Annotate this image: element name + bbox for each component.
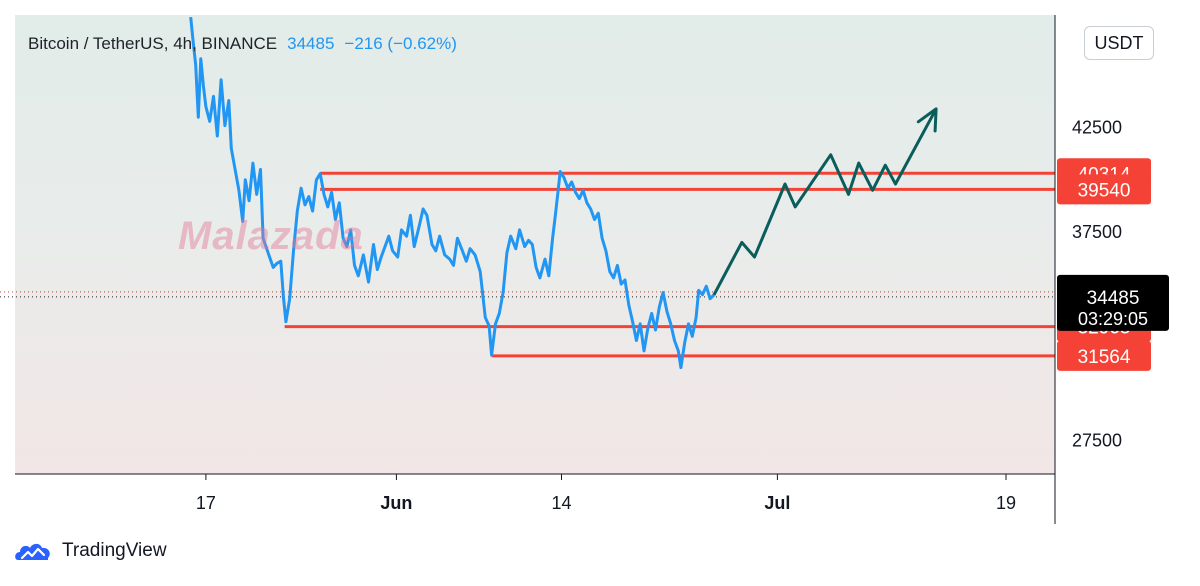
price-series: [189, 16, 715, 370]
price-line[interactable]: [189, 16, 715, 370]
plot-background: [15, 15, 1055, 474]
y-tick-label: 37500: [1072, 222, 1122, 242]
projection-arrow-head: [916, 107, 938, 133]
y-tick-label: 27500: [1072, 431, 1122, 451]
support-resistance-levels: [284, 171, 1055, 358]
currency-button[interactable]: USDT: [1084, 26, 1154, 60]
time-axis: 17 Jun 14 Jul 19: [196, 493, 1016, 513]
x-tick-label: Jul: [764, 493, 790, 513]
tradingview-wordmark: TradingView: [62, 540, 167, 561]
y-tick-label: 42500: [1072, 118, 1122, 138]
watermark-text: Malazada: [178, 214, 364, 258]
x-tick-label: 19: [996, 493, 1016, 513]
tradingview-logo[interactable]: TradingView: [14, 538, 167, 564]
level-badge: [1057, 340, 1151, 371]
projection-path: [712, 107, 938, 296]
symbol-title[interactable]: Bitcoin / TetherUS, 4h, BINANCE: [28, 34, 278, 53]
x-tick-label: 17: [196, 493, 216, 513]
level-badge-label: 39540: [1078, 180, 1131, 201]
last-price: 34485: [287, 34, 335, 53]
x-tick-label: 14: [551, 493, 571, 513]
projection-line[interactable]: [712, 108, 938, 296]
price-badges: 403143954032965315643448503:29:05: [1057, 158, 1169, 371]
symbol-header: Bitcoin / TetherUS, 4h, BINANCE 34485 −216…: [28, 34, 457, 54]
tradingview-cloud-icon: [15, 543, 50, 560]
current-price-badge: [1057, 274, 1169, 331]
current-price-label: 34485: [1087, 288, 1140, 309]
level-badge-label: 31564: [1078, 347, 1131, 368]
price-axis: 27500 37500 42500: [1072, 118, 1122, 451]
x-tick-marks: [205, 474, 1007, 480]
countdown-label: 03:29:05: [1078, 309, 1148, 329]
price-change: −216 (−0.62%): [344, 34, 457, 53]
level-badge: [1057, 174, 1151, 205]
x-tick-label: Jun: [380, 493, 412, 513]
